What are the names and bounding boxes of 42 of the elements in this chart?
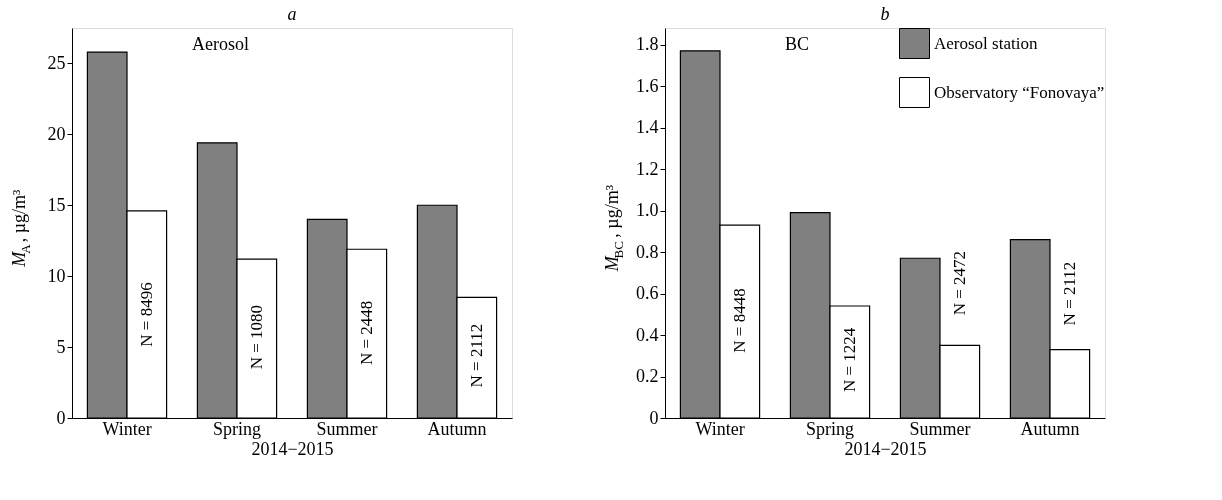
y-tick-label: 1.2 <box>636 158 659 179</box>
annotation: BC <box>785 34 810 54</box>
y-axis-title: MA, µg/m³ <box>9 188 33 268</box>
y-tick-label: 0 <box>649 407 659 428</box>
chart-title: a <box>287 4 297 24</box>
annotation: N = 2448 <box>356 300 376 366</box>
annotation: Aerosol <box>192 34 249 54</box>
annotation: N = 2112 <box>466 323 486 388</box>
y-tick-label: 1.4 <box>636 117 659 138</box>
annotation: N = 8448 <box>729 288 749 353</box>
y-tick-label: 15 <box>47 194 66 215</box>
x-tick-label: Spring <box>805 418 855 439</box>
y-tick-label: 1.6 <box>636 75 659 96</box>
x-tick-label: Autumn <box>1020 418 1080 439</box>
y-axis-title: MBC, µg/m³ <box>602 184 626 273</box>
y-tick-label: 0.8 <box>636 241 659 262</box>
chart-title: b <box>880 4 890 24</box>
annotation: N = 1080 <box>246 304 266 370</box>
x-axis-title: 2014−2015 <box>251 438 334 459</box>
legend-label: Observatory “Fonovaya” <box>934 82 1105 102</box>
annotation: N = 2472 <box>949 250 969 316</box>
x-tick-label: Summer <box>909 418 971 439</box>
legend-label: Aerosol station <box>934 33 1038 53</box>
x-tick-label: Winter <box>102 418 152 439</box>
annotation: N = 8496 <box>136 282 156 347</box>
y-tick-label: 10 <box>47 265 66 286</box>
y-tick-label: 1.8 <box>636 34 659 55</box>
annotation: N = 2112 <box>1059 261 1079 326</box>
y-tick-label: 0.2 <box>636 366 659 387</box>
y-tick-label: 5 <box>56 336 66 357</box>
y-tick-label: 0.6 <box>636 283 659 304</box>
x-tick-label: Winter <box>695 418 745 439</box>
y-tick-label: 0 <box>56 407 66 428</box>
y-tick-label: 0.4 <box>636 324 659 345</box>
x-axis-title: 2014−2015 <box>844 438 927 459</box>
y-tick-label: 25 <box>47 52 66 73</box>
x-tick-label: Summer <box>316 418 378 439</box>
y-tick-label: 20 <box>47 123 66 144</box>
x-tick-label: Spring <box>212 418 262 439</box>
y-tick-label: 1.0 <box>636 200 659 221</box>
x-tick-label: Autumn <box>427 418 487 439</box>
annotation: N = 1224 <box>839 327 859 393</box>
